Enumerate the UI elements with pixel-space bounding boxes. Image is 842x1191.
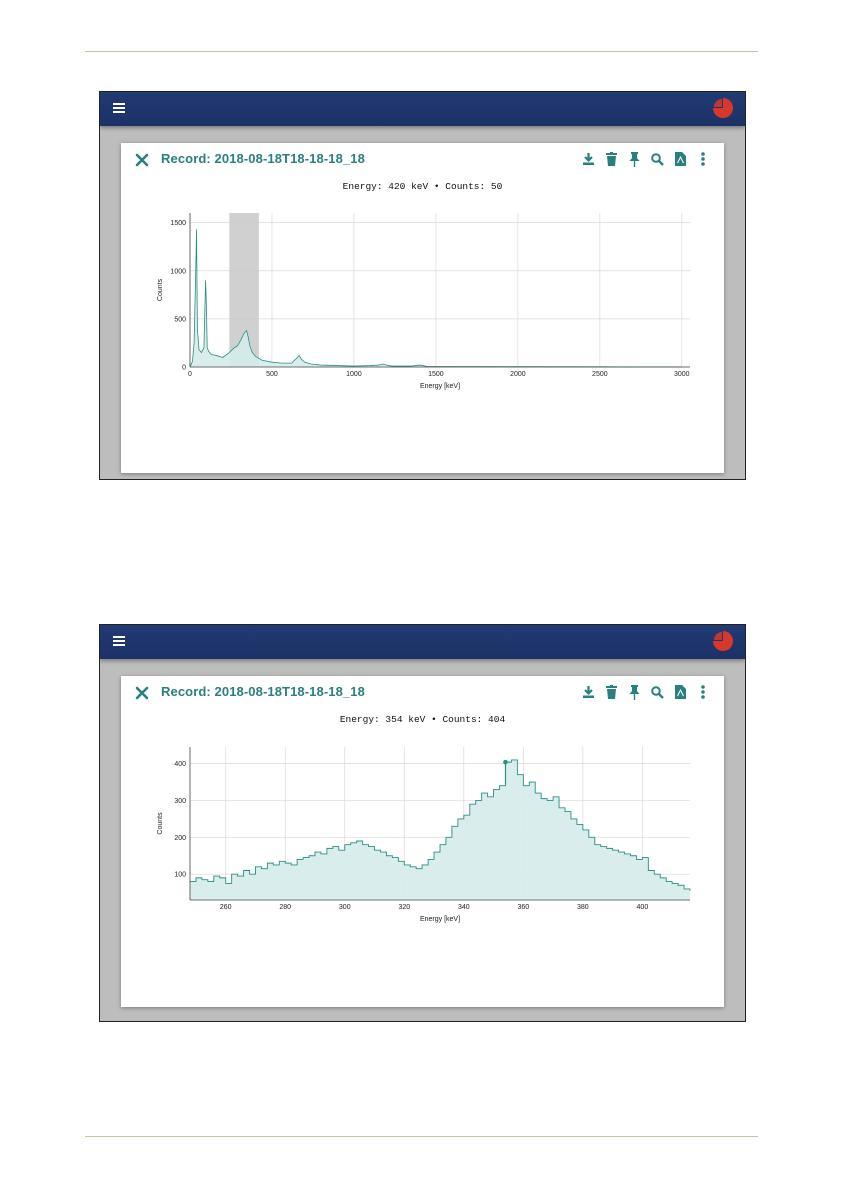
x-axis-label: Energy [keV] [420,916,460,923]
menu-icon[interactable] [113,636,125,646]
x-tick-label: 380 [577,904,589,911]
record-card: Record: 2018-08-18T18-18-18_18 Energy: 4… [121,143,724,473]
spectrum-chart-zoomed[interactable]: 100 200 300 400 260 280 300 320 340 360 380 400 Ener… [121,676,724,1007]
search-icon[interactable] [650,684,664,700]
x-tick-label: 0 [188,371,192,378]
y-tick-label: 1000 [170,268,186,275]
spectrum-line [189,229,682,368]
logo-icon [713,98,733,118]
x-tick-label: 1000 [346,371,362,378]
x-tick-label: 2500 [592,371,608,378]
app-screenshot-zoomed: Record: 2018-08-18T18-18-18_18 Energy: 3… [99,624,746,1022]
record-title: Record: 2018-08-18T18-18-18_18 [161,684,365,699]
pin-icon[interactable] [627,151,641,167]
spectrum-line [190,759,691,891]
x-tick-label: 500 [266,371,278,378]
logo-icon [713,631,733,651]
y-axis-label: Counts [157,812,164,835]
record-toolbar [581,684,710,700]
close-icon[interactable] [135,153,149,167]
cursor-readout: Energy: 354 keV • Counts: 404 [339,714,506,725]
x-tick-label: 260 [220,904,232,911]
record-card: Record: 2018-08-18T18-18-18_18 Energy: 3… [121,676,724,1007]
trash-icon[interactable] [604,684,618,700]
download-icon[interactable] [581,684,595,700]
record-title: Record: 2018-08-18T18-18-18_18 [161,151,365,166]
spectrum-area [190,759,690,900]
cursor-readout: Energy: 420 keV • Counts: 50 [342,181,503,192]
y-tick-label: 300 [174,798,186,805]
x-tick-label: 3000 [674,371,690,378]
y-tick-label: 100 [174,872,186,879]
x-tick-label: 1500 [428,371,444,378]
spectrum-area [190,229,690,367]
trash-icon[interactable] [604,151,618,167]
y-tick-label: 0 [182,365,186,372]
more-vert-icon[interactable] [696,684,710,700]
header-rule [85,51,758,52]
y-tick-label: 400 [174,761,186,768]
y-tick-label: 1500 [170,220,186,227]
more-vert-icon[interactable] [696,151,710,167]
x-tick-label: 280 [279,904,291,911]
y-tick-label: 200 [174,835,186,842]
close-icon[interactable] [135,686,149,700]
x-tick-label: 340 [458,904,470,911]
x-tick-label: 400 [637,904,649,911]
x-tick-label: 320 [398,904,410,911]
spectrum-chart[interactable]: 0 500 1000 1500 0 500 1000 1500 2000 2500 3000 Ener… [121,143,724,473]
app-bar [100,92,745,126]
app-screenshot-overview: Record: 2018-08-18T18-18-18_18 Energy: 4… [99,91,746,480]
x-tick-label: 300 [339,904,351,911]
x-tick-label: 360 [517,904,529,911]
y-tick-label: 500 [174,316,186,323]
x-tick-label: 2000 [510,371,526,378]
pdf-icon[interactable] [673,684,687,700]
menu-icon[interactable] [113,103,125,113]
pin-icon[interactable] [627,684,641,700]
app-bar [100,625,745,659]
footer-rule [85,1136,758,1137]
x-axis-label: Energy [keV] [420,383,460,390]
cursor-marker [503,759,508,765]
download-icon[interactable] [581,151,595,167]
search-icon[interactable] [650,151,664,167]
y-axis-label: Counts [157,278,164,301]
pdf-icon[interactable] [673,151,687,167]
record-toolbar [581,151,710,167]
